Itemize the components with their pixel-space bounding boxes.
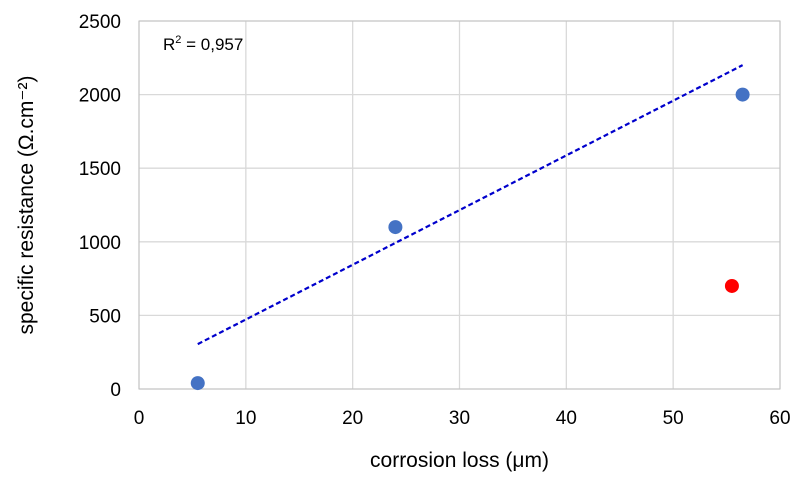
data-point <box>735 87 750 102</box>
r-squared-symbol: R <box>163 35 175 54</box>
gridlines <box>138 20 781 390</box>
data-point <box>190 376 205 391</box>
r-squared-value: = 0,957 <box>181 35 243 54</box>
outlier-data-point <box>724 278 739 293</box>
r-squared-annotation: R2 = 0,957 <box>163 34 243 54</box>
x-axis-label: corrosion loss (μm) <box>370 449 549 472</box>
y-axis-label: specific resistance (Ω.cm⁻²) <box>15 76 38 335</box>
x-tick-label: 40 <box>556 408 577 429</box>
x-tick-label: 10 <box>235 408 256 429</box>
x-tick-label: 20 <box>342 408 363 429</box>
y-tick-label: 2000 <box>79 86 121 107</box>
linear-trendline <box>197 64 744 346</box>
y-tick-label: 1000 <box>79 233 121 254</box>
y-tick-labels: 0 500 1000 1500 2000 2500 <box>79 12 121 401</box>
y-tick-label: 0 <box>110 380 121 401</box>
r-squared-superscript: 2 <box>175 34 181 46</box>
x-tick-labels: 0 10 20 30 40 50 60 <box>134 408 791 429</box>
data-point <box>388 220 403 235</box>
y-tick-label: 1500 <box>79 159 121 180</box>
x-tick-label: 30 <box>449 408 470 429</box>
x-tick-label: 0 <box>134 408 145 429</box>
y-tick-label: 2500 <box>79 12 121 33</box>
data-points <box>190 87 750 391</box>
x-tick-label: 50 <box>663 408 684 429</box>
y-tick-label: 500 <box>89 306 121 327</box>
x-tick-label: 60 <box>769 408 790 429</box>
plot-area-frame <box>138 20 781 390</box>
